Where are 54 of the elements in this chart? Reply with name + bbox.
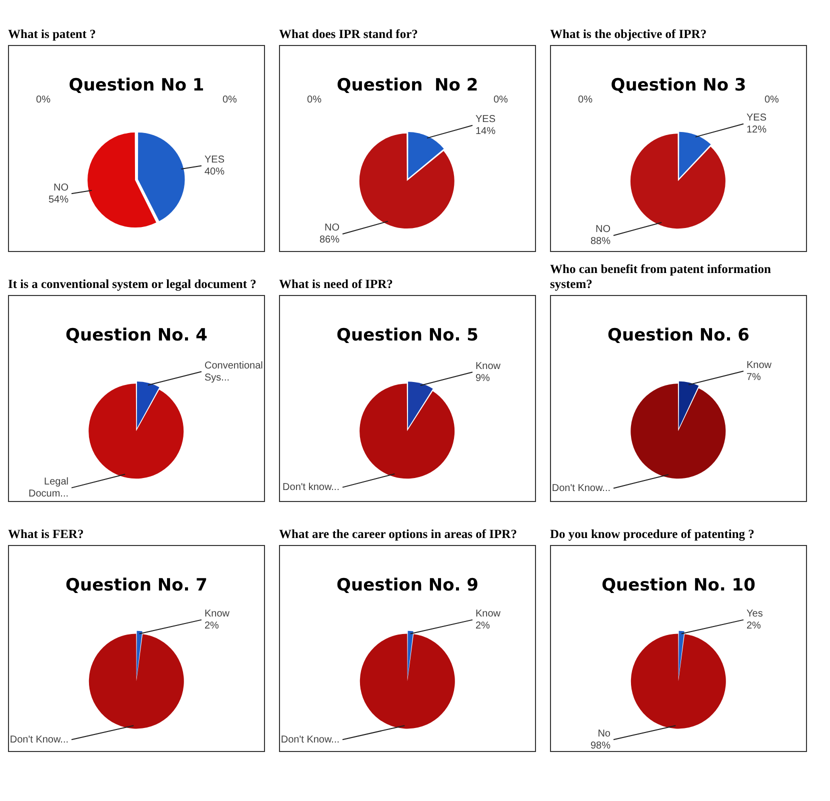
slice-label: Yes	[746, 608, 763, 620]
slice-label: Know	[746, 360, 772, 371]
chart-title: What is FER?	[8, 526, 85, 543]
slice-label: Don't know...	[282, 482, 340, 494]
chart-subtitle: Question No. 7	[66, 576, 208, 596]
slice-label: NO	[596, 224, 611, 236]
chart-subtitle: Question No 1	[68, 76, 204, 96]
data-label: 88%	[590, 236, 611, 248]
chart-subtitle: Question No. 10	[602, 576, 756, 596]
data-label: 2%	[204, 620, 220, 632]
slice-label: Don't Know...	[10, 734, 68, 746]
slice-label: NO	[324, 222, 340, 234]
data-label: 12%	[746, 124, 767, 136]
slice-label: Know	[204, 608, 230, 620]
slice-label: Don't Know...	[280, 734, 340, 746]
data-label: 2%	[476, 620, 490, 632]
slice-label: YES	[204, 154, 225, 166]
slice-label: Know	[476, 608, 502, 620]
chart-subtitle: Question No 2	[336, 76, 478, 96]
text: 0%	[578, 94, 592, 106]
slice-label: Legal Docum...	[28, 476, 68, 500]
slice-label: Conventional Sys...	[204, 360, 263, 384]
text: 0%	[307, 94, 322, 106]
data-label: 14%	[476, 126, 496, 138]
slice-label: No	[598, 728, 611, 740]
slice-label: YES	[476, 114, 496, 126]
chart-title: What is need of IPR?	[279, 276, 394, 293]
data-label: 86%	[319, 234, 340, 246]
chart-title: What is the objective of IPR?	[550, 26, 708, 43]
chart-subtitle: Question No. 6	[608, 326, 750, 346]
data-label: 98%	[590, 740, 611, 752]
slice-label: YES	[746, 112, 767, 124]
chart-title: It is a conventional system or legal document ?	[8, 276, 258, 293]
chart-subtitle: Question No. 9	[336, 576, 478, 596]
text: 0%	[222, 94, 237, 106]
text: 0%	[36, 94, 50, 106]
data-label: 2%	[746, 620, 762, 632]
chart-title: What are the career options in areas of IPR?	[279, 526, 518, 543]
data-label: 7%	[746, 372, 762, 383]
chart-title: What does IPR stand for?	[279, 26, 419, 43]
chart-subtitle: Question No. 4	[66, 326, 208, 346]
chart-title: Who can benefit from patent information system?	[550, 261, 772, 293]
data-label: 40%	[204, 166, 225, 178]
text: 0%	[494, 94, 508, 106]
chart-subtitle: Question No 3	[610, 76, 746, 96]
slice-label: Don't Know...	[552, 483, 610, 494]
slice-label: NO	[54, 182, 69, 194]
text: 0%	[764, 94, 779, 106]
chart-subtitle: Question No. 5	[336, 326, 478, 346]
slice-label: Know	[476, 360, 502, 372]
data-label: 54%	[48, 194, 69, 206]
chart-title: What is patent ?	[8, 26, 97, 43]
chart-title: Do you know procedure of patenting ?	[550, 526, 756, 543]
data-label: 9%	[476, 372, 490, 384]
